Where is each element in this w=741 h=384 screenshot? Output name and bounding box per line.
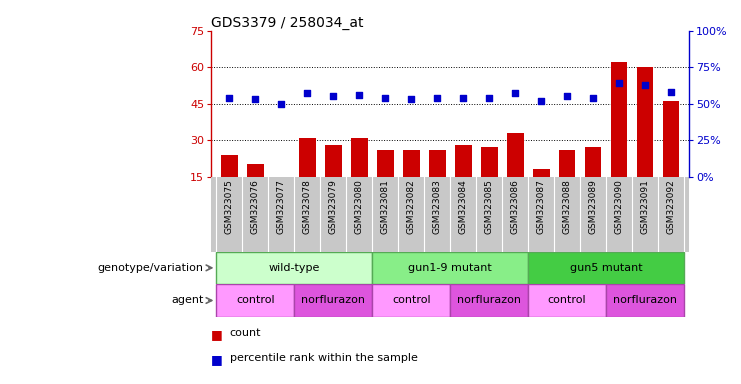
Point xyxy=(302,90,313,96)
Bar xyxy=(662,101,679,213)
Bar xyxy=(221,155,238,213)
Text: GSM323089: GSM323089 xyxy=(588,179,597,234)
Bar xyxy=(403,150,419,213)
Text: wild-type: wild-type xyxy=(269,263,320,273)
Bar xyxy=(247,164,264,213)
Text: GSM323075: GSM323075 xyxy=(225,179,234,234)
Bar xyxy=(372,252,528,284)
Bar xyxy=(216,284,294,317)
Point xyxy=(224,95,236,101)
Text: GSM323083: GSM323083 xyxy=(433,179,442,234)
Text: gun1-9 mutant: gun1-9 mutant xyxy=(408,263,492,273)
Text: control: control xyxy=(548,295,586,306)
Text: percentile rank within the sample: percentile rank within the sample xyxy=(230,353,418,363)
Bar xyxy=(611,62,628,213)
Text: GSM323086: GSM323086 xyxy=(511,179,519,234)
Bar xyxy=(350,138,368,213)
Bar xyxy=(559,150,576,213)
Bar xyxy=(273,177,290,213)
Point xyxy=(613,80,625,86)
Bar xyxy=(637,67,654,213)
Bar xyxy=(528,252,684,284)
Point xyxy=(639,82,651,88)
Bar xyxy=(481,147,497,213)
Text: count: count xyxy=(230,328,262,338)
Point xyxy=(405,96,417,103)
Bar xyxy=(429,150,445,213)
Bar xyxy=(455,145,471,213)
Text: GSM323085: GSM323085 xyxy=(485,179,494,234)
Text: GSM323080: GSM323080 xyxy=(355,179,364,234)
Point xyxy=(250,96,262,103)
Point xyxy=(353,92,365,98)
Bar xyxy=(299,138,316,213)
Point xyxy=(276,101,288,107)
Text: GSM323076: GSM323076 xyxy=(251,179,260,234)
Point xyxy=(328,93,339,99)
Text: GSM323082: GSM323082 xyxy=(407,179,416,233)
Point xyxy=(483,95,495,101)
Bar xyxy=(372,284,451,317)
Text: agent: agent xyxy=(171,295,204,306)
Bar xyxy=(585,147,602,213)
Bar xyxy=(325,145,342,213)
Bar xyxy=(376,150,393,213)
Bar xyxy=(528,284,606,317)
Point xyxy=(561,93,573,99)
Text: norflurazon: norflurazon xyxy=(613,295,677,306)
Text: GSM323077: GSM323077 xyxy=(277,179,286,234)
Text: GSM323078: GSM323078 xyxy=(303,179,312,234)
Text: control: control xyxy=(392,295,431,306)
Bar xyxy=(606,284,684,317)
Point xyxy=(665,89,677,95)
Text: GSM323084: GSM323084 xyxy=(459,179,468,233)
Bar xyxy=(533,169,550,213)
Text: GSM323087: GSM323087 xyxy=(536,179,545,234)
Text: GSM323091: GSM323091 xyxy=(640,179,649,234)
Text: norflurazon: norflurazon xyxy=(457,295,521,306)
Text: GSM323092: GSM323092 xyxy=(666,179,676,233)
Point xyxy=(457,95,469,101)
Text: control: control xyxy=(236,295,275,306)
Bar xyxy=(451,284,528,317)
Text: GSM323088: GSM323088 xyxy=(562,179,571,234)
Bar xyxy=(294,284,372,317)
Bar xyxy=(216,252,372,284)
Point xyxy=(587,95,599,101)
Text: GSM323079: GSM323079 xyxy=(329,179,338,234)
Point xyxy=(535,98,547,104)
Point xyxy=(379,95,391,101)
Bar xyxy=(507,133,524,213)
Text: GSM323090: GSM323090 xyxy=(614,179,623,234)
Point xyxy=(431,95,443,101)
Text: gun5 mutant: gun5 mutant xyxy=(570,263,642,273)
Text: GSM323081: GSM323081 xyxy=(381,179,390,234)
Text: genotype/variation: genotype/variation xyxy=(98,263,204,273)
Text: ■: ■ xyxy=(211,328,223,341)
Text: GDS3379 / 258034_at: GDS3379 / 258034_at xyxy=(211,16,364,30)
Point xyxy=(509,90,521,96)
Text: norflurazon: norflurazon xyxy=(302,295,365,306)
Text: ■: ■ xyxy=(211,353,223,366)
